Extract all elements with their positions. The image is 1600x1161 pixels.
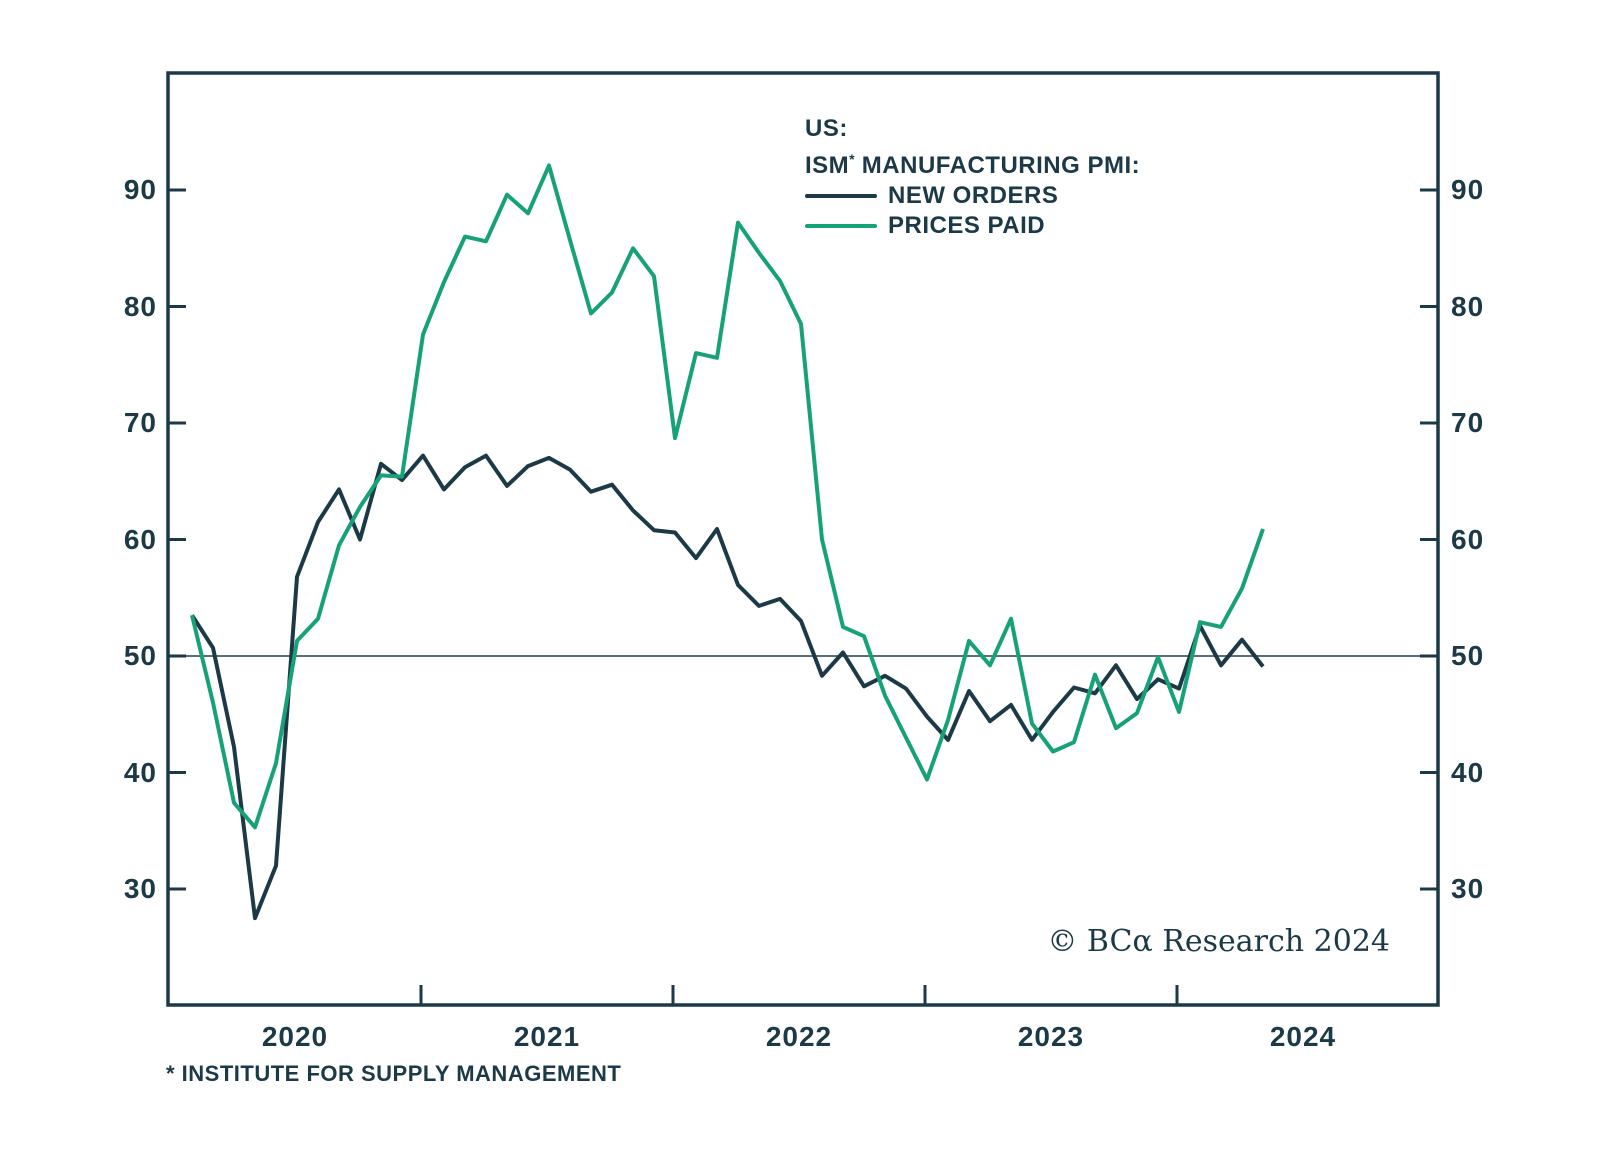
legend-index-label: ISM* MANUFACTURING PMI: — [805, 144, 1140, 181]
y-axis-label-right: 50 — [1451, 640, 1485, 671]
legend-entry-prices-paid: PRICES PAID — [805, 211, 1140, 241]
y-axis-label-right: 70 — [1451, 407, 1485, 438]
legend-index-star: * — [849, 151, 855, 167]
y-axis-label-right: 80 — [1451, 290, 1485, 322]
legend-region-label: US: — [805, 115, 848, 142]
new-orders-line-swatch — [805, 194, 877, 198]
y-axis-label-right: 90 — [1451, 174, 1485, 205]
x-axis-label-year: 2022 — [765, 1021, 833, 1052]
copyright-notice: © BCα Research 2024 — [1047, 924, 1390, 959]
x-axis-label-year: 2021 — [513, 1021, 581, 1052]
x-axis-label-year: 2023 — [1017, 1021, 1085, 1052]
y-axis-label-left: 70 — [123, 407, 157, 438]
y-axis-label-right: 30 — [1451, 873, 1485, 904]
y-axis-label-left: 90 — [123, 174, 157, 205]
y-axis-label-left: 30 — [123, 873, 157, 904]
prices-paid-line-swatch — [805, 224, 877, 228]
y-axis-label-right: 60 — [1451, 523, 1485, 555]
chart-legend: US: ISM* MANUFACTURING PMI: NEW ORDERS P… — [805, 114, 1140, 241]
y-axis-label-left: 60 — [123, 523, 157, 555]
y-axis-label-left: 50 — [123, 640, 157, 671]
new-orders-label: NEW ORDERS — [888, 182, 1059, 209]
new-orders-line — [190, 453, 1265, 921]
footnote: * INSTITUTE FOR SUPPLY MANAGEMENT — [166, 1061, 622, 1086]
prices-paid-label: PRICES PAID — [888, 212, 1046, 239]
x-axis-label-year: 2024 — [1269, 1021, 1337, 1052]
legend-entry-new-orders: NEW ORDERS — [805, 181, 1140, 211]
legend-index-suffix: MANUFACTURING PMI: — [854, 152, 1141, 179]
prices-paid-line — [190, 163, 1265, 830]
y-axis-label-right: 40 — [1451, 756, 1485, 788]
x-axis-label-year: 2020 — [261, 1021, 329, 1052]
legend-index-prefix: ISM — [805, 152, 850, 179]
y-axis-label-left: 40 — [123, 756, 157, 788]
y-axis-label-left: 80 — [123, 290, 157, 322]
